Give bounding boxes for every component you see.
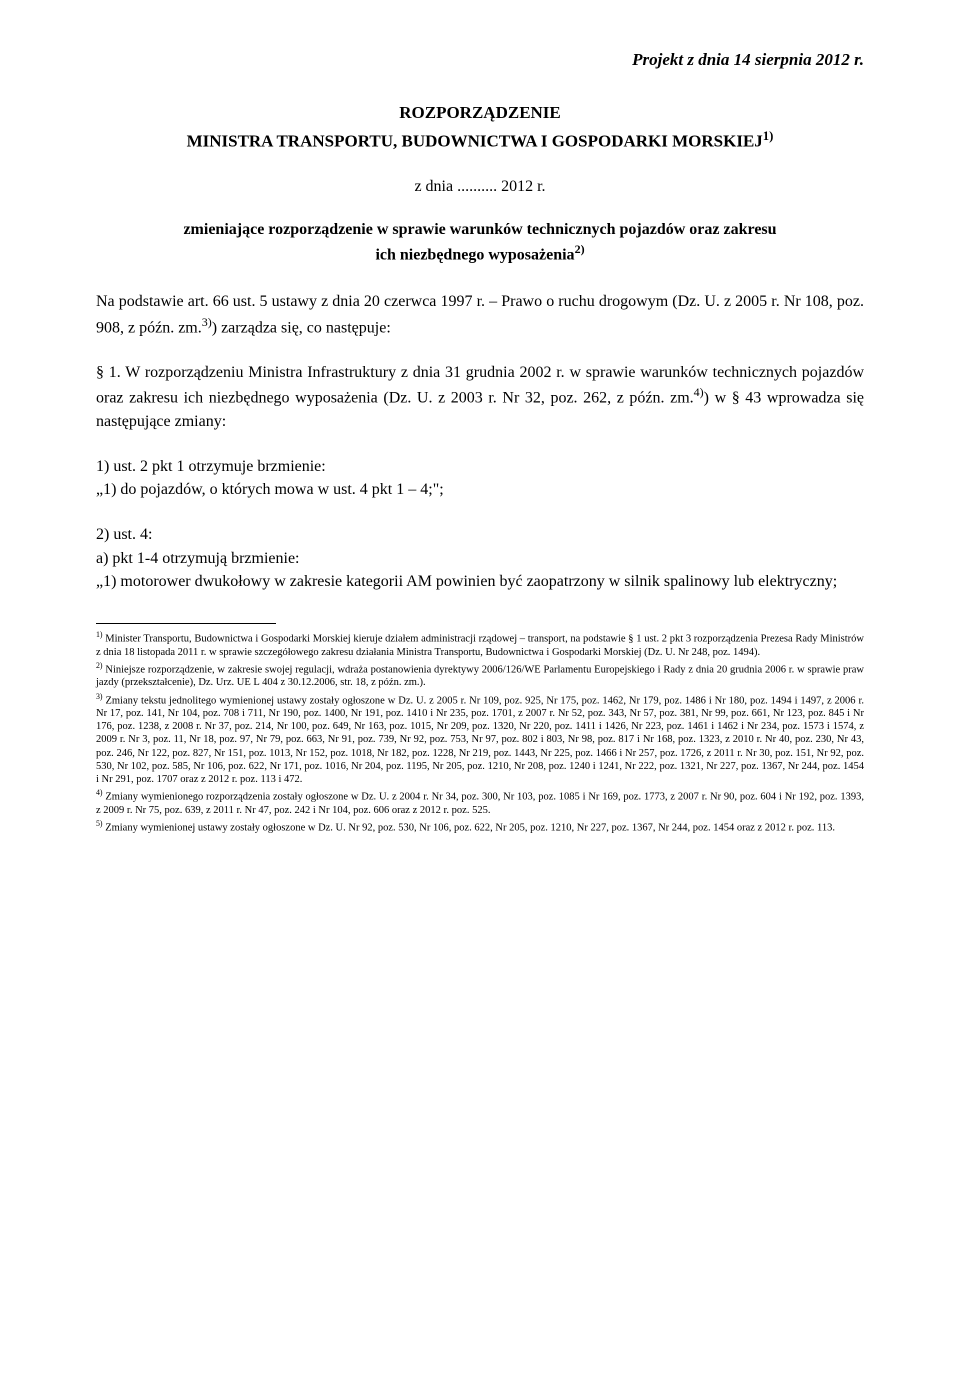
title-rozporzadzenie: ROZPORZĄDZENIE (96, 101, 864, 126)
change-1-block: 1) ust. 2 pkt 1 otrzymuje brzmienie: „1)… (96, 455, 864, 501)
subtitle-sup: 1) (763, 129, 774, 143)
date-line: z dnia .......... 2012 r. (96, 175, 864, 198)
footnote-5-text: Zmiany wymienionej ustawy zostały ogłosz… (103, 822, 835, 833)
footnote-2-text: Niniejsze rozporządzenie, w zakresie swo… (96, 664, 864, 688)
subject-line-2: ich niezbędnego wyposażenia2) (96, 241, 864, 267)
footnote-4-text: Zmiany wymienionego rozporządzenia zosta… (96, 791, 864, 815)
change-2-line-2: a) pkt 1-4 otrzymują brzmienie: (96, 547, 864, 570)
subject-block: zmieniające rozporządzenie w sprawie war… (96, 218, 864, 267)
p2-sup: 4) (694, 385, 704, 399)
subject-line-2-text: ich niezbędnego wyposażenia (375, 246, 574, 263)
footnote-1-text: Minister Transportu, Budownictwa i Gospo… (96, 634, 864, 658)
footnote-3: 3) Zmiany tekstu jednolitego wymienionej… (96, 692, 864, 786)
subtitle-minister: MINISTRA TRANSPORTU, BUDOWNICTWA I GOSPO… (96, 127, 864, 154)
paragraph-basis: Na podstawie art. 66 ust. 5 ustawy z dni… (96, 290, 864, 339)
paragraph-s1: § 1. W rozporządzeniu Ministra Infrastru… (96, 361, 864, 433)
change-2-line-1: 2) ust. 4: (96, 523, 864, 546)
change-1-line-1: 1) ust. 2 pkt 1 otrzymuje brzmienie: (96, 455, 864, 478)
project-date-header: Projekt z dnia 14 sierpnia 2012 r. (96, 48, 864, 73)
document-page: Projekt z dnia 14 sierpnia 2012 r. ROZPO… (0, 0, 960, 1400)
p1-sup: 3) (202, 315, 212, 329)
subtitle-text: MINISTRA TRANSPORTU, BUDOWNICTWA I GOSPO… (187, 132, 763, 151)
change-2-block: 2) ust. 4: a) pkt 1-4 otrzymują brzmieni… (96, 523, 864, 593)
subject-line-2-sup: 2) (575, 242, 585, 256)
footnote-3-text: Zmiany tekstu jednolitego wymienionej us… (96, 695, 864, 785)
footnote-4: 4) Zmiany wymienionego rozporządzenia zo… (96, 788, 864, 817)
subject-line-1: zmieniające rozporządzenie w sprawie war… (96, 218, 864, 241)
footnote-2: 2) Niniejsze rozporządzenie, w zakresie … (96, 661, 864, 690)
footnotes-block: 1) Minister Transportu, Budownictwa i Go… (96, 630, 864, 834)
footnote-1: 1) Minister Transportu, Budownictwa i Go… (96, 630, 864, 659)
footnote-5: 5) Zmiany wymienionej ustawy zostały ogł… (96, 819, 864, 835)
footnotes-separator (96, 623, 276, 624)
change-1-line-2: „1) do pojazdów, o których mowa w ust. 4… (96, 478, 864, 501)
change-2-line-3: „1) motorower dwukołowy w zakresie kateg… (96, 570, 864, 593)
p1-b: ) zarządza się, co następuje: (212, 319, 391, 336)
